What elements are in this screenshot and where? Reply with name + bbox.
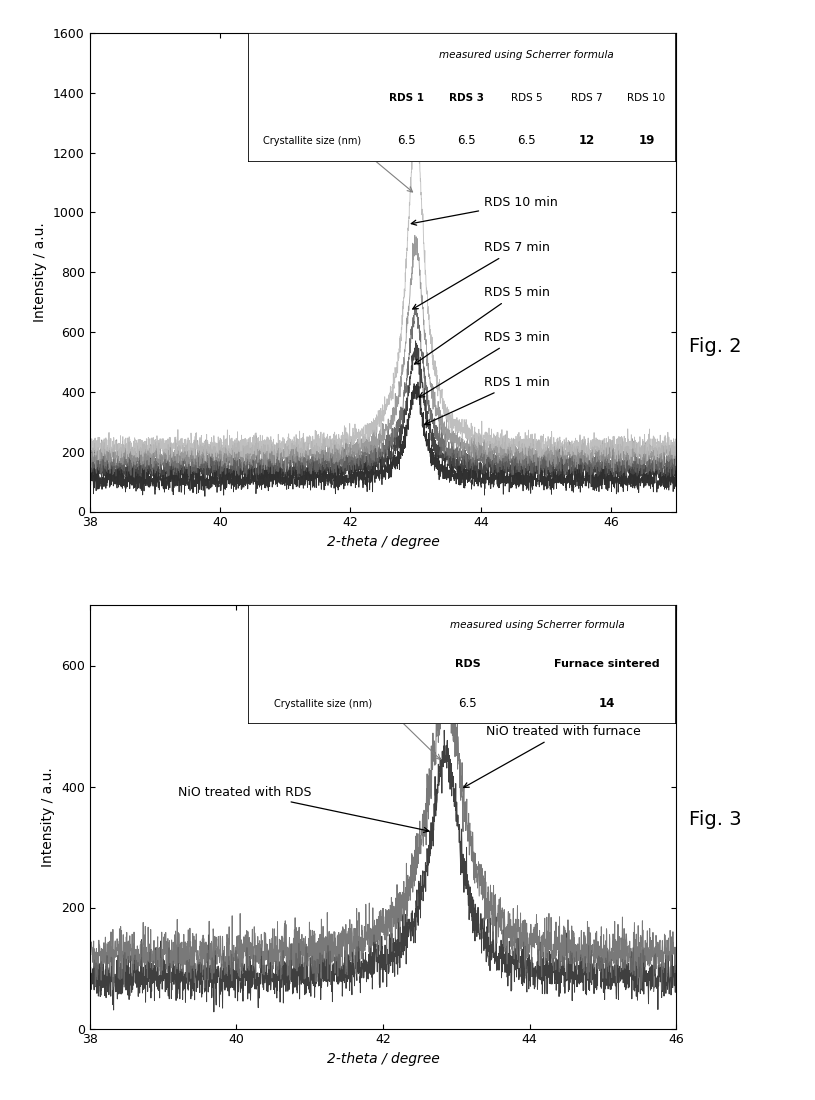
Text: Fig. 2: Fig. 2 [689,337,742,356]
Text: NiO treated with furnace: NiO treated with furnace [464,725,641,788]
Text: NiO treated with RDS: NiO treated with RDS [178,785,429,833]
Y-axis label: Intensity / a.u.: Intensity / a.u. [42,767,55,867]
Text: RDS 1 min: RDS 1 min [425,376,550,425]
Text: RDS 7 min: RDS 7 min [412,241,550,309]
Text: RDS 5 min: RDS 5 min [415,286,550,364]
X-axis label: 2-theta / degree: 2-theta / degree [327,535,439,549]
Text: RDS 10 min: RDS 10 min [412,197,557,226]
X-axis label: 2-theta / degree: 2-theta / degree [327,1052,439,1066]
Text: RDS 3 min: RDS 3 min [419,331,550,397]
Text: Fig. 3: Fig. 3 [689,810,742,829]
Y-axis label: Intensity / a.u.: Intensity / a.u. [33,222,47,322]
Text: NiO (200): NiO (200) [332,676,440,759]
Text: NiO (200): NiO (200) [331,143,412,191]
